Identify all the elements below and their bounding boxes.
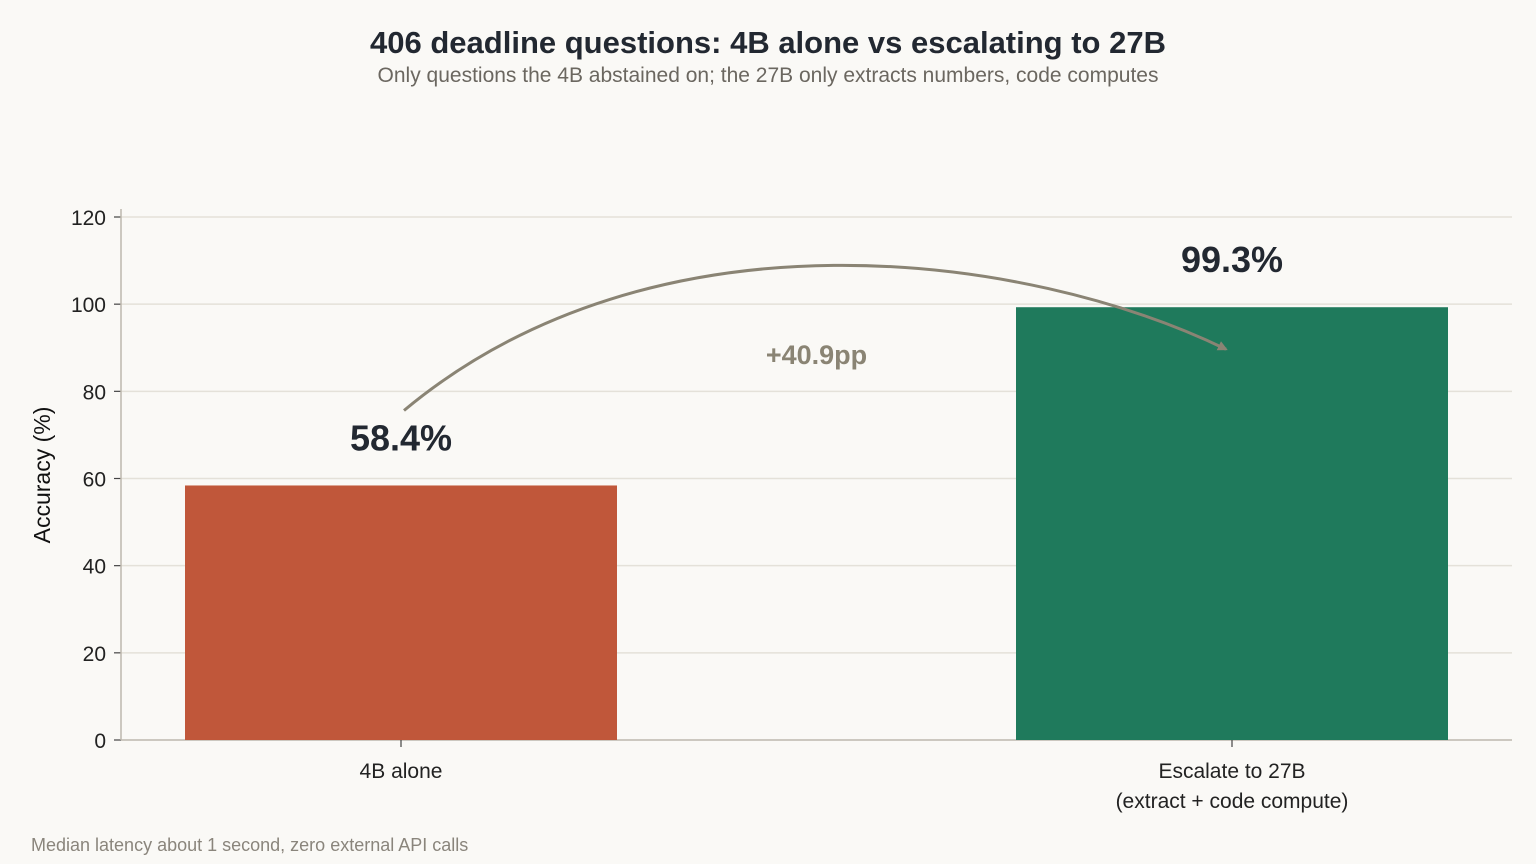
x-tick-label: 4B alone: [360, 760, 443, 783]
x-tick-label: (extract + code compute): [1116, 790, 1349, 813]
chart-title: 406 deadline questions: 4B alone vs esca…: [370, 25, 1166, 60]
y-tick-label: 60: [83, 469, 106, 492]
y-axis-label: Accuracy (%): [29, 407, 55, 544]
data-labels: 58.4% 99.3%: [350, 239, 1283, 458]
y-tick-label: 40: [83, 556, 106, 579]
footnote: Median latency about 1 second, zero exte…: [31, 835, 468, 855]
y-tick-label: 80: [83, 381, 106, 404]
y-tick-label: 20: [83, 643, 106, 666]
data-label: 99.3%: [1181, 239, 1283, 280]
data-label: 58.4%: [350, 417, 452, 458]
y-tick-label: 0: [94, 730, 106, 753]
bar: [185, 485, 617, 740]
y-tick-label: 100: [71, 294, 106, 317]
y-tick-label: 120: [71, 207, 106, 230]
bar: [1016, 307, 1448, 740]
delta-label: +40.9pp: [766, 340, 867, 370]
bars: [185, 307, 1448, 740]
delta-arrow: [403, 263, 1228, 412]
x-tick-label: Escalate to 27B: [1158, 760, 1305, 783]
delta-annotation: +40.9pp: [403, 263, 1228, 412]
chart-subtitle: Only questions the 4B abstained on; the …: [378, 64, 1159, 87]
